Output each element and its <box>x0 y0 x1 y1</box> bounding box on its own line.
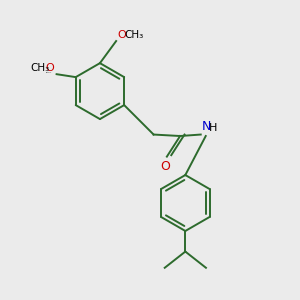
Text: methoxy: methoxy <box>46 71 52 73</box>
Text: O: O <box>160 160 170 172</box>
Text: O: O <box>45 63 54 73</box>
Text: O: O <box>118 30 126 40</box>
Text: CH₃: CH₃ <box>124 30 143 40</box>
Text: CH₃: CH₃ <box>31 63 50 73</box>
Text: H: H <box>209 123 217 133</box>
Text: N: N <box>202 120 212 133</box>
